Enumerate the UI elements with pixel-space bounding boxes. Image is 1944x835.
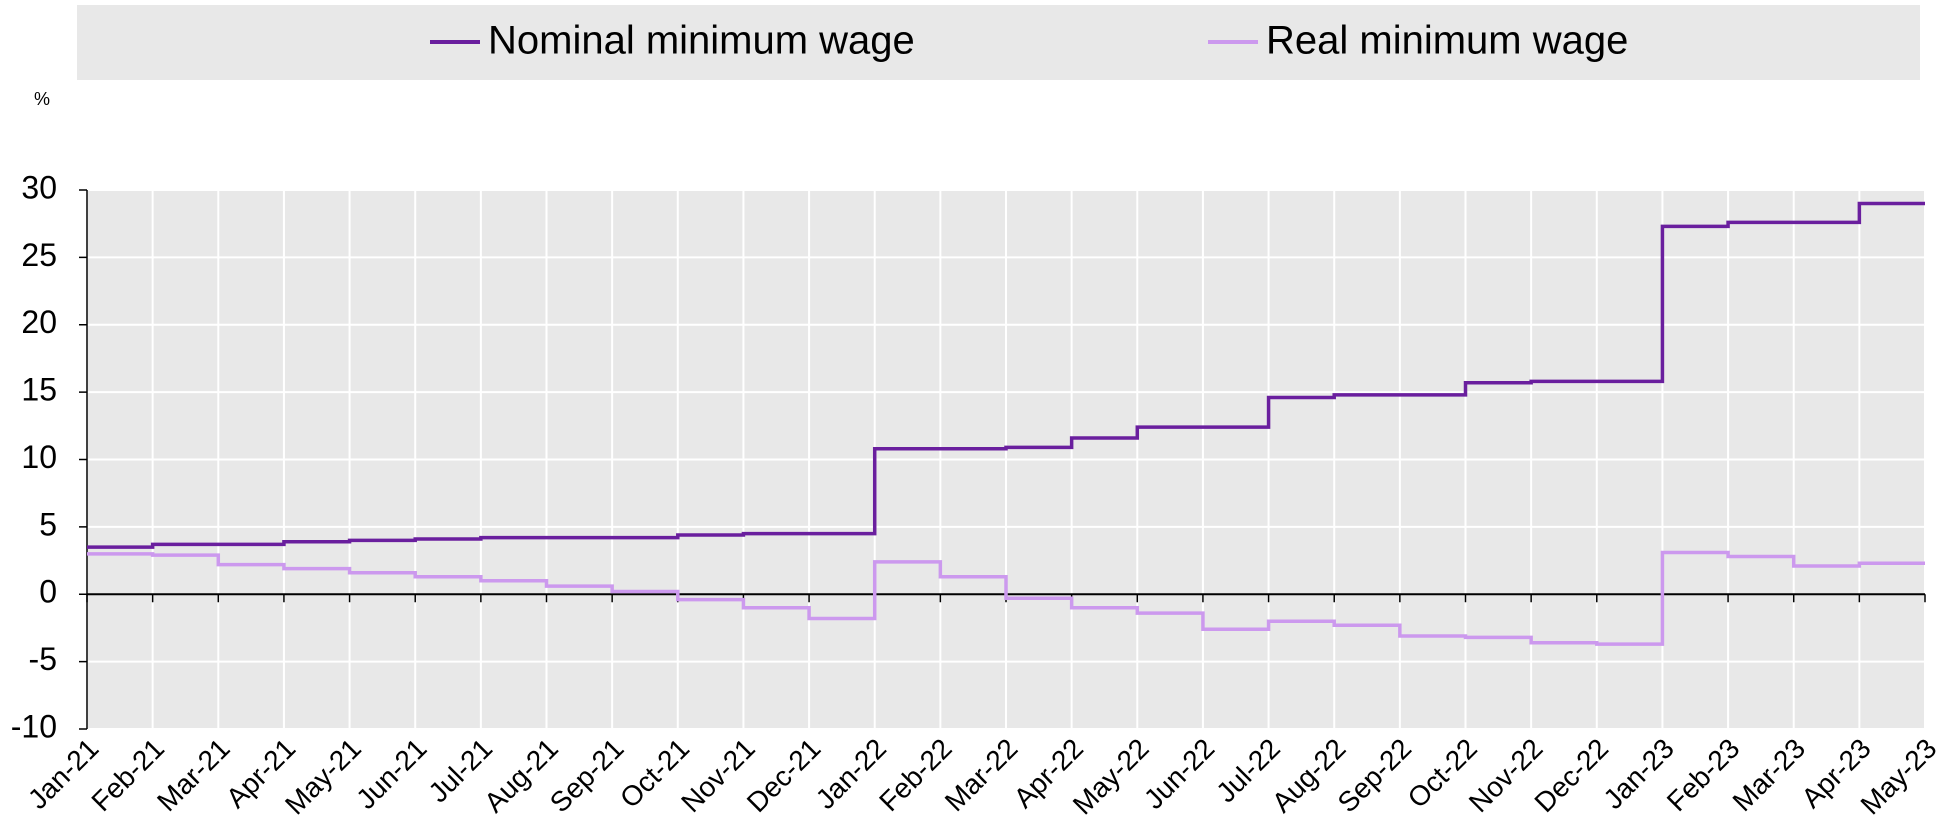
x-tick-label: Feb-22 xyxy=(873,733,958,818)
legend-label: Nominal minimum wage xyxy=(488,19,915,63)
y-tick-label: 0 xyxy=(39,574,57,610)
x-tick-label: Sep-21 xyxy=(544,733,630,819)
x-tick-label: Sep-22 xyxy=(1332,733,1418,819)
x-tick-label: Jun-22 xyxy=(1138,733,1220,815)
x-tick-label: Dec-21 xyxy=(741,733,827,819)
x-tick-label: Mar-21 xyxy=(151,733,236,818)
x-tick-label: Nov-22 xyxy=(1463,733,1549,819)
x-tick-label: Mar-23 xyxy=(1727,733,1812,818)
unit-label: % xyxy=(34,89,50,109)
x-tick-label: Jun-21 xyxy=(350,733,432,815)
series-line xyxy=(87,201,1925,549)
y-tick-label: 15 xyxy=(21,372,57,408)
y-tick-label: 30 xyxy=(21,169,57,205)
x-tick-label: Aug-22 xyxy=(1266,733,1352,819)
x-tick-label: Nov-21 xyxy=(675,733,761,819)
y-tick-label: 5 xyxy=(39,506,57,542)
y-tick-label: 10 xyxy=(21,439,57,475)
y-tick-label: -5 xyxy=(29,641,57,677)
legend-box xyxy=(77,5,1920,80)
legend-label: Real minimum wage xyxy=(1266,19,1628,63)
x-tick-label: Feb-23 xyxy=(1661,733,1746,818)
series-line xyxy=(87,550,1925,646)
x-tick-label: Mar-22 xyxy=(939,733,1024,818)
y-tick-label: 25 xyxy=(21,237,57,273)
x-tick-label: Aug-21 xyxy=(478,733,564,819)
y-tick-label: 20 xyxy=(21,304,57,340)
x-tick-label: Dec-22 xyxy=(1529,733,1615,819)
x-tick-label: Feb-21 xyxy=(85,733,170,818)
y-tick-label: -10 xyxy=(11,708,57,744)
